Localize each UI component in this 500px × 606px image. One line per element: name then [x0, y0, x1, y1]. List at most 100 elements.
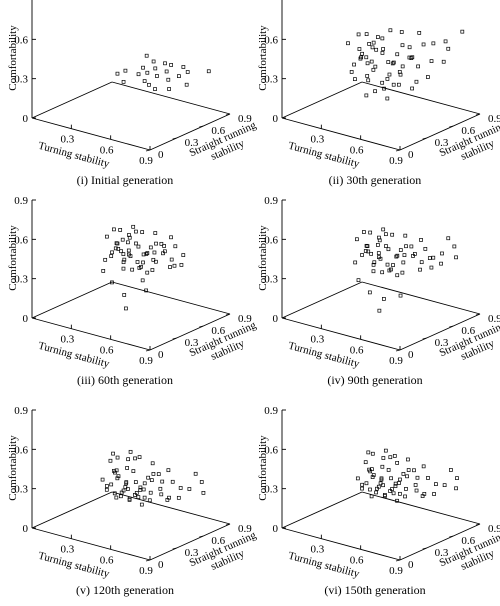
y-tick-label: 0.9 [238, 313, 252, 325]
data-point [169, 257, 174, 262]
x-tick-label: 0.9 [139, 565, 153, 577]
y-axis-line [31, 491, 113, 529]
data-point [147, 82, 151, 87]
data-point [400, 270, 405, 275]
data-point [381, 483, 385, 488]
z-tick-label: 0.3 [14, 74, 28, 86]
data-point [166, 468, 171, 473]
data-point [124, 480, 129, 485]
data-point [411, 254, 415, 258]
data-point [142, 79, 147, 83]
data-point [369, 494, 374, 499]
data-point [390, 232, 395, 237]
x-tick-label: 0.6 [100, 554, 114, 566]
y-tick-label: 0 [408, 149, 414, 161]
data-point [119, 490, 124, 495]
chart-panel-4: 0 0.3 0.6 0.9 0.3 0.6 0.9 0 0.3 0.6 0.9 Comfortabil… [257, 195, 500, 387]
z-tick-label: 0.3 [264, 74, 278, 86]
data-point [150, 461, 155, 466]
y-axis-line [281, 81, 363, 119]
z-tick-label: 0.6 [14, 234, 28, 246]
data-point [429, 265, 434, 270]
data-point [162, 244, 166, 248]
data-point [135, 260, 140, 264]
data-point [141, 252, 146, 257]
data-point [162, 249, 167, 254]
data-point [121, 79, 126, 84]
data-point [151, 472, 156, 476]
panel-caption: (iv) 90th generation [327, 373, 422, 387]
data-point [421, 464, 426, 469]
data-point [133, 480, 138, 484]
x-axis-line [31, 317, 151, 351]
data-point [385, 96, 390, 101]
data-point [409, 244, 414, 249]
y-tick-label: 0.9 [238, 523, 252, 535]
x-axis-line [281, 317, 401, 351]
data-point [126, 248, 131, 253]
x-tick-label: 0.9 [389, 565, 403, 577]
data-point [364, 55, 369, 60]
data-point [184, 82, 189, 87]
data-point [114, 495, 119, 500]
data-point [151, 257, 156, 262]
data-point [360, 486, 364, 491]
data-point [134, 229, 138, 234]
data-point [395, 52, 400, 57]
y-far-edge [361, 81, 481, 115]
data-point [110, 280, 114, 285]
x-far-edge [399, 523, 481, 561]
data-point [123, 68, 128, 73]
data-point [455, 476, 459, 480]
data-point [421, 42, 426, 47]
data-point [177, 74, 181, 78]
data-point [154, 259, 158, 264]
data-point [140, 278, 145, 283]
z-axis-label: Comfortability [257, 435, 269, 501]
chart-panel-1: 0 0.3 0.6 0.3 0.6 0.9 0 0.3 0.6 0.9 Comfortability… [7, 0, 258, 187]
data-point [144, 288, 148, 293]
data-point [358, 56, 363, 61]
y-axis-line [281, 491, 363, 529]
data-point [355, 237, 359, 242]
data-point [115, 476, 120, 481]
data-point [395, 460, 400, 465]
x-far-edge [149, 313, 231, 351]
data-point [400, 43, 405, 48]
data-point [169, 63, 173, 67]
data-point [412, 468, 416, 473]
x-tick-label: 0.3 [60, 544, 74, 556]
data-point [395, 273, 400, 278]
data-point [380, 36, 385, 41]
x-tick-label: 0.6 [100, 144, 114, 156]
data-point [365, 244, 370, 248]
data-point [398, 477, 402, 482]
data-point [369, 251, 373, 256]
data-point [145, 270, 150, 275]
data-point [101, 269, 106, 273]
data-point [181, 65, 186, 69]
data-point [193, 471, 198, 476]
z-tick-label: 0.6 [14, 444, 28, 456]
data-point [161, 251, 165, 256]
data-point [167, 87, 171, 91]
x-tick-label: 0.6 [100, 344, 114, 356]
data-point [396, 82, 401, 87]
data-point [366, 450, 371, 455]
data-point [122, 257, 127, 262]
y-tick-label: 0.6 [211, 535, 225, 547]
panel-caption: (vi) 150th generation [324, 583, 425, 597]
data-point [109, 482, 114, 487]
panel-caption: (v) 120th generation [76, 583, 174, 597]
data-point [372, 260, 377, 265]
data-point [138, 488, 143, 492]
data-point [374, 490, 378, 495]
data-point [158, 486, 163, 491]
data-point [356, 32, 361, 37]
data-point [395, 253, 400, 258]
data-point [368, 230, 373, 235]
data-point [414, 488, 419, 493]
data-point [376, 243, 380, 247]
data-point [366, 78, 371, 83]
y-tick-label: 0.3 [185, 337, 199, 349]
